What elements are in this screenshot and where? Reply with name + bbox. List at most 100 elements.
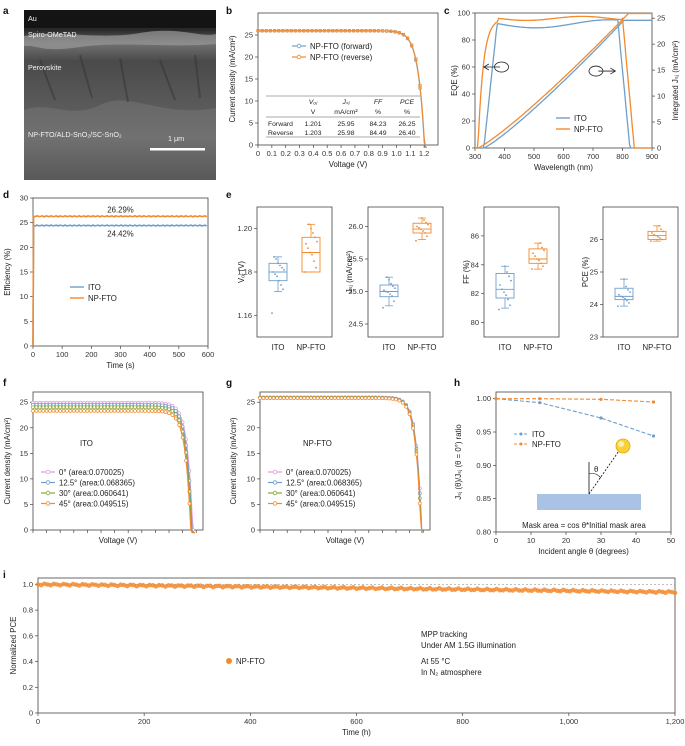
- data-point: [397, 31, 401, 35]
- data-point: [268, 29, 273, 33]
- data-point: [277, 262, 279, 265]
- device-label: ITO: [80, 439, 93, 448]
- y-tick-label: 0: [466, 144, 470, 153]
- legend-marker: [45, 501, 51, 506]
- data-point: [505, 294, 507, 297]
- data-point: [658, 224, 660, 227]
- data-point: [411, 426, 415, 431]
- data-point: [380, 396, 385, 401]
- data-point: [143, 405, 148, 410]
- y-tick-label: 20: [20, 423, 28, 432]
- data-point: [628, 301, 630, 304]
- y2-tick-label: 25: [657, 14, 665, 23]
- y-axis-label: FF (%): [462, 260, 471, 284]
- data-point: [122, 409, 127, 413]
- incident-ray: [588, 447, 622, 495]
- data-point: [421, 217, 423, 219]
- data-point: [383, 289, 385, 292]
- data-point: [405, 36, 410, 40]
- y-tick-label: 24: [590, 300, 598, 309]
- data-point: [271, 396, 276, 400]
- table-unit: %: [404, 109, 410, 116]
- data-point: [315, 396, 320, 400]
- data-point: [264, 29, 268, 33]
- data-point: [382, 306, 384, 309]
- table-header: Jₛⱼ: [341, 99, 350, 106]
- data-point: [99, 409, 103, 413]
- data-point: [306, 29, 310, 33]
- data-point: [146, 405, 151, 410]
- x-tick-label: 50: [667, 536, 675, 545]
- condition-note: At 55 °C: [421, 657, 450, 666]
- data-point: [276, 275, 278, 278]
- y-tick-label: 84: [471, 260, 479, 269]
- x-axis-label: Time (h): [342, 728, 371, 737]
- data-point: [61, 409, 66, 413]
- legend-marker: [272, 490, 278, 496]
- data-point: [41, 409, 46, 413]
- data-point: [311, 253, 313, 256]
- data-point: [309, 251, 311, 254]
- data-point: [422, 230, 424, 232]
- data-point: [288, 396, 293, 400]
- data-point: [366, 396, 371, 400]
- y2-tick-label: 15: [657, 66, 665, 75]
- arrowhead-right: [610, 67, 617, 75]
- x-tick-label: 900: [646, 152, 659, 161]
- y-tick-label: 1.20: [237, 224, 252, 233]
- data-point: [167, 411, 171, 415]
- y-tick-label: 1.18: [237, 268, 252, 277]
- data-point: [423, 219, 425, 221]
- data-point: [651, 232, 653, 234]
- data-point: [416, 225, 418, 228]
- y-tick-label: 1.0: [23, 580, 33, 589]
- y-tick-label: 25: [20, 218, 28, 227]
- y-tick-label: 0: [249, 141, 253, 150]
- data-point: [622, 296, 624, 299]
- data-point: [360, 29, 364, 33]
- legend-label: ITO: [574, 114, 587, 123]
- data-point: [339, 396, 344, 400]
- x-tick-label: 600: [557, 152, 570, 161]
- box-subplot: 23 24 25 26 PCE (%) ITO NP-FTO: [581, 206, 679, 352]
- data-point: [261, 396, 266, 400]
- x-tick-label: 0.8: [364, 149, 374, 158]
- x-tick-label: 1,000: [559, 717, 578, 726]
- data-point: [278, 396, 283, 400]
- x-tick-label: 100: [56, 350, 69, 359]
- legend-label: ITO: [532, 430, 545, 439]
- data-point: [364, 29, 368, 33]
- table-cell: 25.95: [337, 121, 354, 128]
- panel-label-g: g: [226, 378, 232, 389]
- legend-marker: [226, 658, 232, 664]
- data-point: [390, 396, 395, 401]
- legend-label: 30° (area:0.060641): [286, 489, 356, 498]
- series-line: [32, 224, 208, 347]
- x-tick-label: 600: [350, 717, 363, 726]
- table-row-label: Reverse: [268, 130, 294, 137]
- data-point: [617, 305, 619, 308]
- data-point: [538, 259, 540, 262]
- data-point: [166, 583, 171, 588]
- legend-label: 30° (area:0.060641): [59, 489, 129, 498]
- data-point: [85, 409, 90, 413]
- data-point: [122, 405, 127, 410]
- y2-axis-label: Integrated Jₛⱼ (mA/cm²): [671, 40, 680, 120]
- data-point: [92, 409, 97, 413]
- data-point: [119, 409, 124, 413]
- y-tick-label: 15: [245, 75, 253, 84]
- data-point: [376, 29, 381, 33]
- condition-note: Under AM 1.5G illumination: [421, 641, 516, 650]
- data-point: [400, 400, 405, 405]
- x-tick-label: 500: [528, 152, 541, 161]
- data-point: [146, 409, 151, 413]
- panel-label-a: a: [3, 6, 9, 17]
- y-tick-label: 0.85: [476, 494, 491, 503]
- category-label: NP-FTO: [408, 343, 437, 352]
- table-unit: mA/cm²: [334, 109, 358, 116]
- x-tick-label: 30: [597, 536, 605, 545]
- table-header: Vₒⱼ: [309, 99, 318, 106]
- data-point: [313, 260, 315, 263]
- legend-label: 45° (area:0.049515): [286, 500, 356, 509]
